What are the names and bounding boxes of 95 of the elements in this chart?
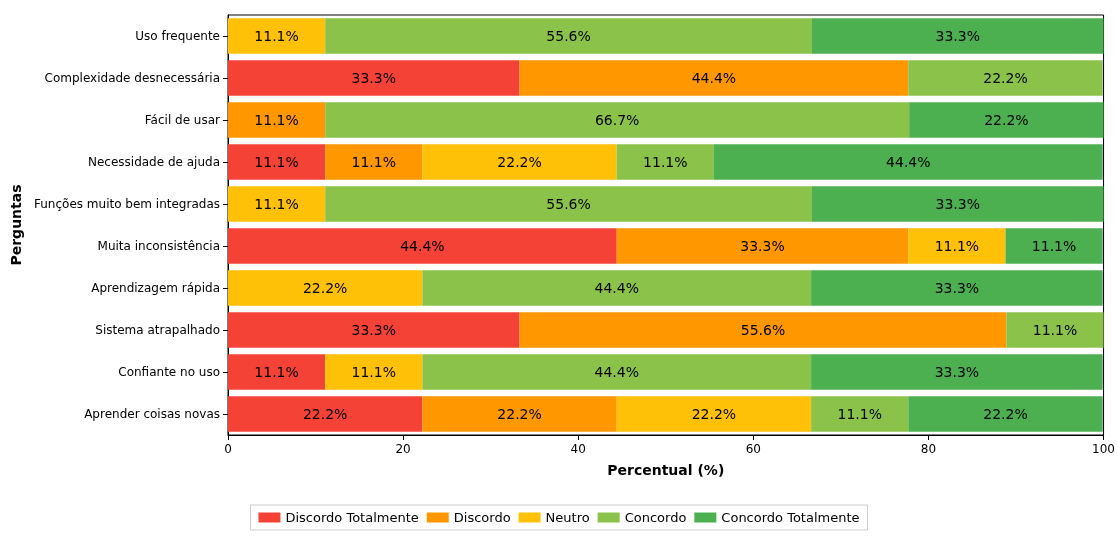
legend-label: Neutro xyxy=(545,510,590,525)
bar xyxy=(811,354,1103,390)
bar xyxy=(616,396,812,432)
y-tick-label: Complexidade desnecessária xyxy=(44,71,220,85)
data-label: 22.2% xyxy=(302,280,348,296)
bar xyxy=(616,144,714,180)
y-tick-label: Uso frequente xyxy=(135,29,220,43)
bar xyxy=(325,102,910,138)
bar xyxy=(1006,312,1104,348)
legend-label: Discordo xyxy=(453,510,511,525)
legend-label: Discordo Totalmente xyxy=(285,510,419,525)
data-label: 11.1% xyxy=(837,406,882,422)
bar xyxy=(519,312,1007,348)
legend-label: Concordo xyxy=(624,510,687,525)
bar xyxy=(422,396,617,432)
data-label: 22.2% xyxy=(497,406,542,422)
bar xyxy=(908,228,1006,264)
data-label: 44.4% xyxy=(691,70,737,86)
x-tick-label: 100 xyxy=(1092,442,1115,456)
bar xyxy=(811,270,1103,306)
data-label: 33.3% xyxy=(351,322,397,338)
data-label: 33.3% xyxy=(934,280,980,296)
y-tick-label: Sistema atrapalhado xyxy=(95,323,220,337)
data-label: 33.3% xyxy=(351,70,397,86)
bar xyxy=(811,18,1104,54)
data-label: 22.2% xyxy=(983,406,1028,422)
data-label: 22.2% xyxy=(691,406,737,422)
bar xyxy=(908,60,1103,96)
bar xyxy=(228,144,326,180)
y-tick-label: Necessidade de ajuda xyxy=(87,155,220,169)
data-label: 11.1% xyxy=(254,196,299,212)
data-label: 11.1% xyxy=(254,28,299,44)
bar xyxy=(228,396,423,432)
bar xyxy=(811,186,1104,222)
data-label: 22.2% xyxy=(302,406,348,422)
bar xyxy=(228,186,326,222)
data-label: 11.1% xyxy=(1031,238,1077,254)
bar xyxy=(228,228,617,264)
y-tick-label: Funções muito bem integradas xyxy=(34,197,220,211)
data-label: 44.4% xyxy=(594,280,639,296)
data-label: 11.1% xyxy=(351,154,397,170)
data-label: 11.1% xyxy=(351,364,397,380)
bar xyxy=(228,312,520,348)
data-label: 55.6% xyxy=(546,28,591,44)
data-label: 22.2% xyxy=(497,154,542,170)
y-tick-label: Aprendizagem rápida xyxy=(91,281,220,295)
data-label: 33.3% xyxy=(740,238,785,254)
data-label: 44.4% xyxy=(400,238,445,254)
y-tick-label: Confiante no uso xyxy=(118,365,220,379)
bar xyxy=(908,396,1103,432)
data-label: 11.1% xyxy=(1032,322,1078,338)
x-tick-label: 20 xyxy=(395,442,411,456)
x-axis-title: Percentual (%) xyxy=(607,462,725,478)
x-tick-label: 80 xyxy=(920,442,937,456)
y-axis-title: Perguntas xyxy=(8,184,24,266)
bar xyxy=(909,102,1104,138)
data-label: 44.4% xyxy=(594,364,639,380)
bar xyxy=(422,354,812,390)
bar xyxy=(325,18,812,54)
data-label: 33.3% xyxy=(935,196,981,212)
data-label: 44.4% xyxy=(886,154,931,170)
bar xyxy=(713,144,1103,180)
bar xyxy=(325,354,423,390)
y-tick-label: Aprender coisas novas xyxy=(84,407,220,421)
y-tick-label: Muita inconsistência xyxy=(97,239,220,253)
bar xyxy=(811,396,909,432)
data-label: 33.3% xyxy=(934,364,980,380)
bar xyxy=(519,60,909,96)
x-tick-label: 60 xyxy=(745,442,761,456)
bar xyxy=(228,270,423,306)
x-tick-label: 0 xyxy=(224,442,232,456)
data-label: 11.1% xyxy=(643,154,688,170)
bar xyxy=(228,18,326,54)
data-label: 22.2% xyxy=(983,70,1028,86)
legend-label: Concordo Totalmente xyxy=(721,510,860,525)
bar xyxy=(422,144,617,180)
data-label: 11.1% xyxy=(254,364,299,380)
data-label: 66.7% xyxy=(594,112,640,128)
bar xyxy=(228,354,326,390)
data-label: 55.6% xyxy=(546,196,591,212)
bar xyxy=(228,60,520,96)
data-label: 11.1% xyxy=(934,238,980,254)
x-tick-label: 40 xyxy=(570,442,586,456)
data-label: 33.3% xyxy=(935,28,981,44)
bar xyxy=(616,228,909,264)
data-label: 11.1% xyxy=(254,154,299,170)
bar xyxy=(422,270,812,306)
data-label: 22.2% xyxy=(984,112,1029,128)
bar xyxy=(325,144,423,180)
data-label: 55.6% xyxy=(740,322,786,338)
y-tick-label: Fácil de usar xyxy=(144,113,221,127)
bar xyxy=(325,186,812,222)
data-label: 11.1% xyxy=(254,112,299,128)
bar xyxy=(1005,228,1103,264)
bar xyxy=(228,102,326,138)
